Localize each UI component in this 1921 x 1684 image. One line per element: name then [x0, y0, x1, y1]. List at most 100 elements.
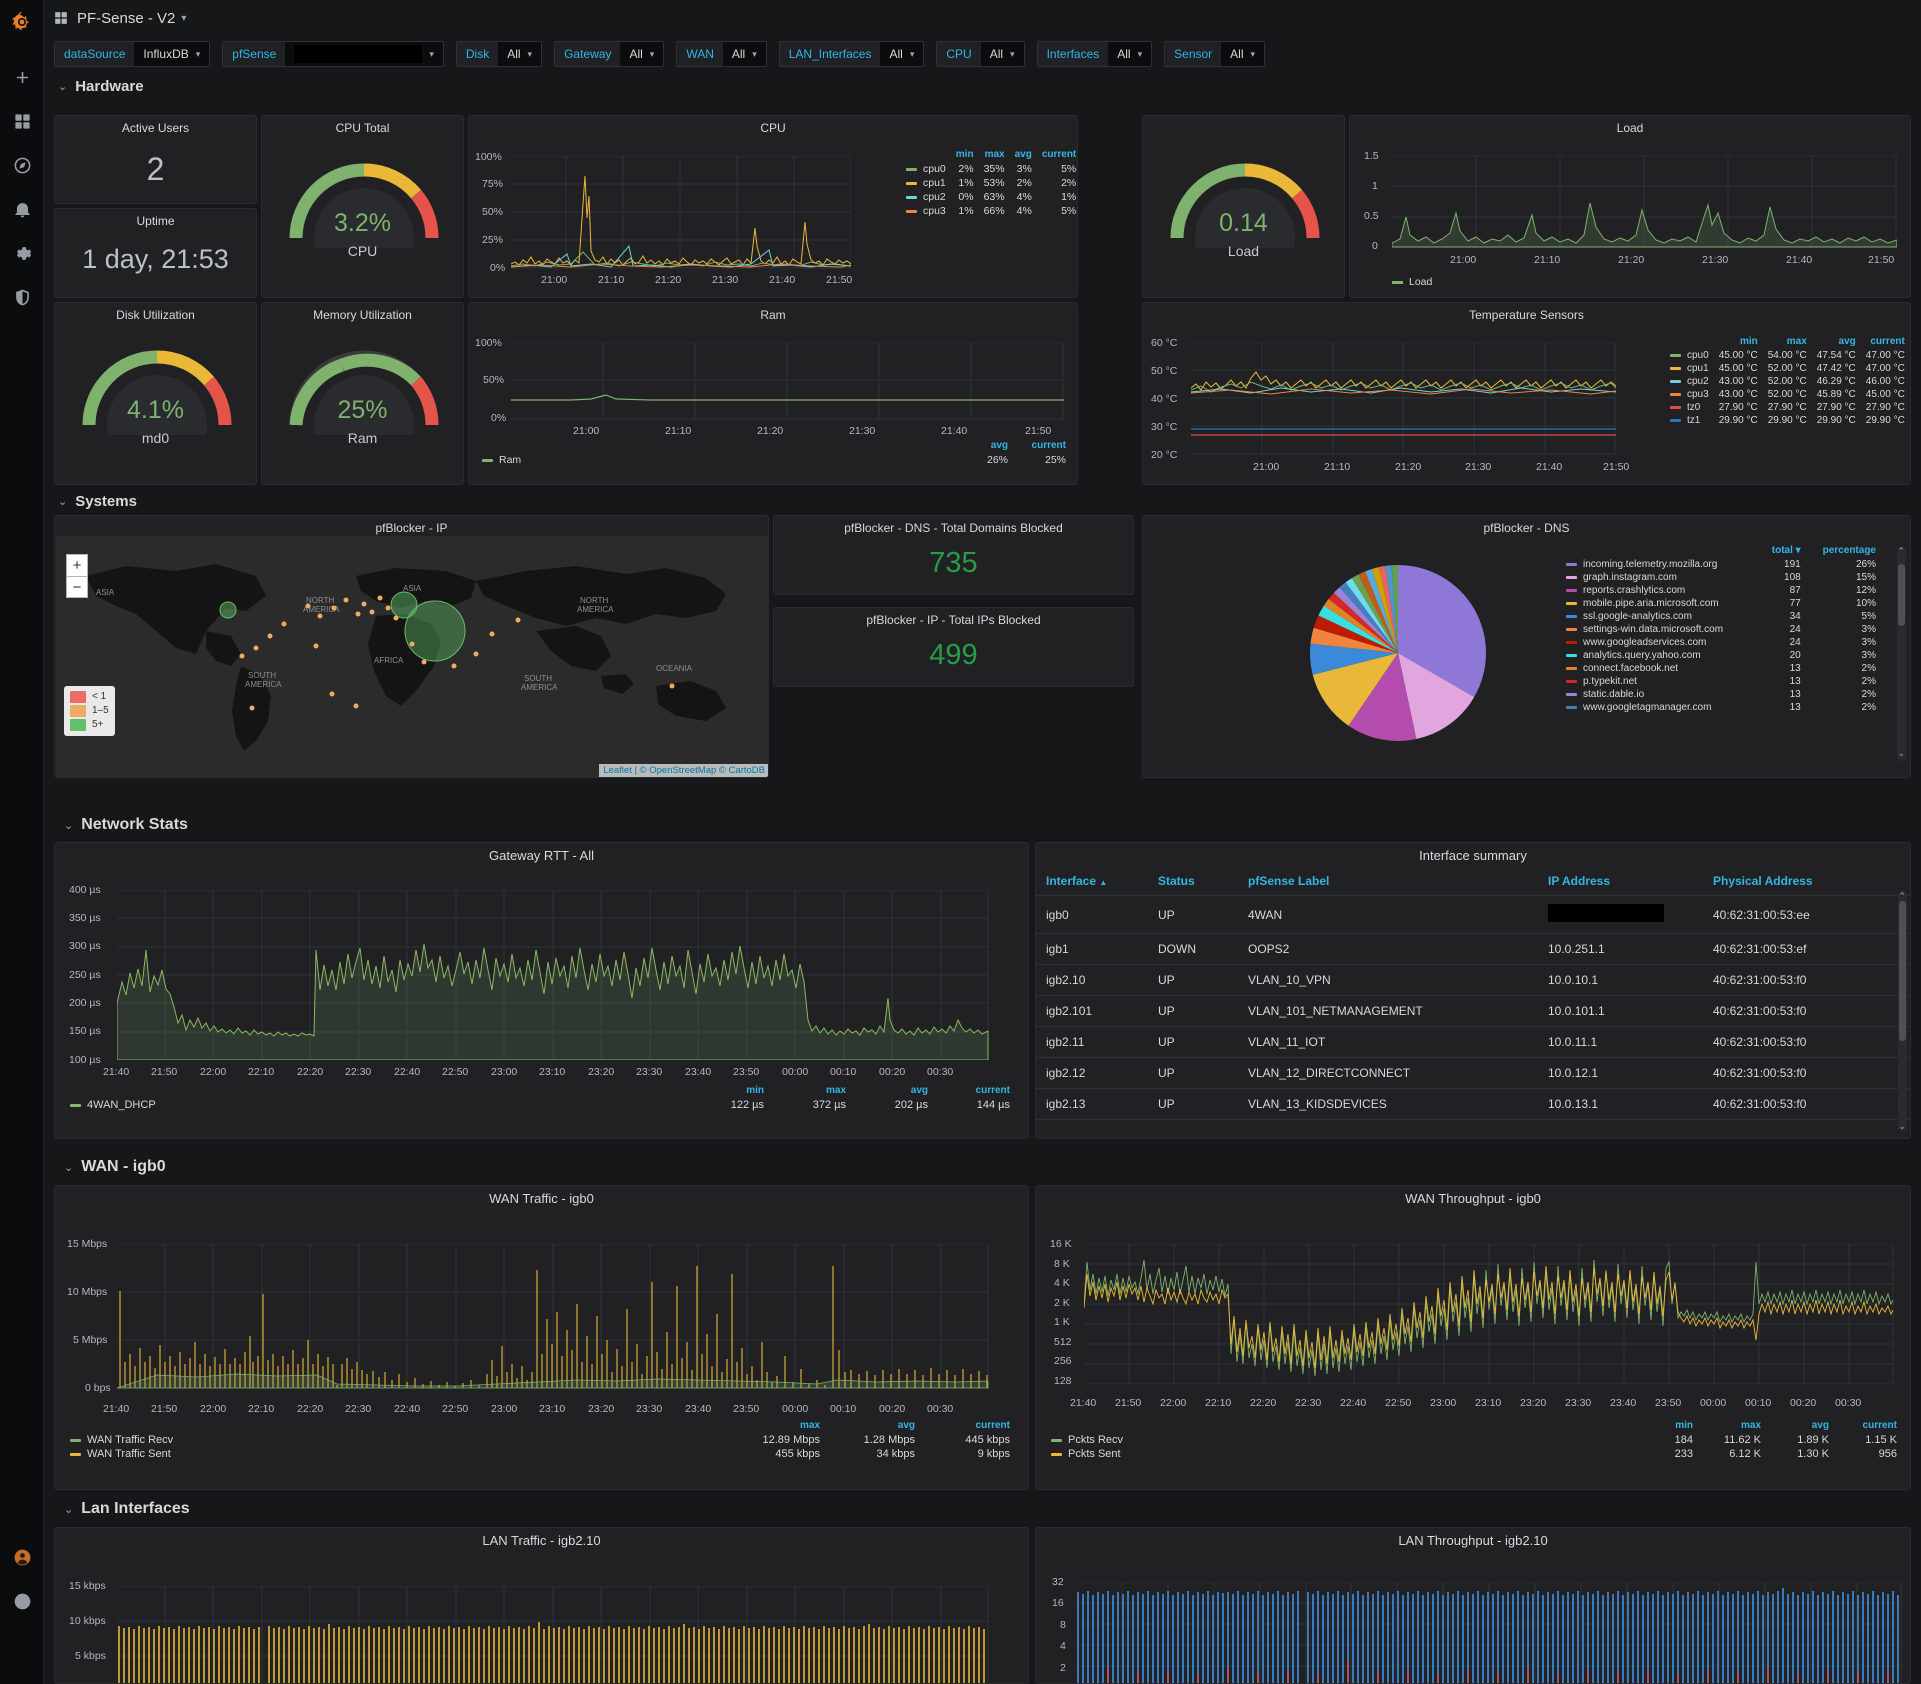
panel-lan-throughput[interactable]: LAN Throughput - igb2.10 32 16 8 4 2 1	[1035, 1527, 1911, 1684]
chevron-up-icon[interactable]: ⌃	[1898, 891, 1906, 901]
col-pfsense-label[interactable]: pfSense Label	[1238, 867, 1538, 896]
panel-pfblocker-ip-total[interactable]: pfBlocker - IP - Total IPs Blocked 499	[773, 607, 1134, 687]
col-interface[interactable]: Interface ▲	[1036, 867, 1148, 896]
legend-row[interactable]: connect.facebook.net 13 2%	[1561, 662, 1881, 675]
variable-value[interactable]: All ▾	[1221, 42, 1265, 66]
row-header-lan-interfaces[interactable]: ⌄ Lan Interfaces	[50, 1494, 190, 1522]
panel-cpu-total[interactable]: CPU Total 3.2% CPU	[261, 115, 464, 298]
variable-wan[interactable]: WAN All ▾	[676, 41, 767, 67]
legend-row[interactable]: Load	[1392, 276, 1432, 288]
variable-value[interactable]: All ▾	[980, 42, 1024, 66]
panel-active-users[interactable]: Active Users 2	[54, 115, 257, 204]
legend-row[interactable]: tz1 29.90 °C 29.90 °C 29.90 °C 29.90 °C	[1665, 414, 1910, 427]
legend-scrollbar[interactable]	[1897, 546, 1906, 761]
legend-row[interactable]: cpu0 45.00 °C 54.00 °C 47.54 °C 47.00 °C	[1665, 349, 1910, 362]
panel-temperature-sensors[interactable]: Temperature Sensors 60 °C 50 °C 40 °C 30…	[1142, 302, 1911, 485]
sidebar-item-explore[interactable]	[0, 146, 44, 190]
variable-value-redacted[interactable]: ▾	[285, 42, 443, 66]
chevron-up-icon[interactable]: ⌃	[1897, 546, 1905, 556]
variable-value[interactable]: All ▾	[880, 42, 924, 66]
row-header-wan[interactable]: ⌄ WAN - igb0	[50, 1152, 166, 1180]
sidebar-item-server-admin[interactable]	[0, 278, 44, 322]
panel-pfblocker-dns-total[interactable]: pfBlocker - DNS - Total Domains Blocked …	[773, 515, 1134, 595]
legend-row[interactable]: p.typekit.net 13 2%	[1561, 675, 1881, 688]
panel-memory-utilization[interactable]: Memory Utilization 25% Ram	[261, 302, 464, 485]
col-ip-address[interactable]: IP Address	[1538, 867, 1703, 896]
legend-row[interactable]: static.dable.io 13 2%	[1561, 688, 1881, 701]
table-row[interactable]: igb2.11 UP VLAN_11_IOT 10.0.11.1 40:62:3…	[1036, 1026, 1910, 1058]
row-header-network-stats[interactable]: ⌄ Network Stats	[50, 810, 188, 838]
legend-row[interactable]: Pckts Sent 233 6.12 K 1.30 K 956	[1046, 1447, 1902, 1461]
panel-load-graph[interactable]: Load 1.5 1 0.5 0 21:00 21:10 21:20 21:30…	[1349, 115, 1911, 298]
table-row[interactable]: igb2.10 UP VLAN_10_VPN 10.0.10.1 40:62:3…	[1036, 964, 1910, 996]
col-physical-address[interactable]: Physical Address	[1703, 867, 1910, 896]
map-zoom-in-button[interactable]: +	[66, 554, 88, 576]
legend-row[interactable]: tz0 27.90 °C 27.90 °C 27.90 °C 27.90 °C	[1665, 401, 1910, 414]
panel-pfblocker-ip-map[interactable]: pfBlocker - IP ASIA NORTH AMERICA	[54, 515, 769, 778]
variable-gateway[interactable]: Gateway All ▾	[554, 41, 665, 67]
legend-row[interactable]: reports.crashlytics.com 87 12%	[1561, 584, 1881, 597]
legend-row[interactable]: settings-win.data.microsoft.com 24 3%	[1561, 623, 1881, 636]
panel-interface-summary[interactable]: Interface summary Interface ▲ Status pfS…	[1035, 842, 1911, 1139]
variable-cpu[interactable]: CPU All ▾	[936, 41, 1025, 67]
panel-lan-traffic[interactable]: LAN Traffic - igb2.10 15 kbps 10 kbps 5 …	[54, 1527, 1029, 1684]
legend-row[interactable]: mobile.pipe.aria.microsoft.com 77 10%	[1561, 597, 1881, 610]
variable-pfsense[interactable]: pfSense ▾	[222, 41, 444, 67]
variable-value[interactable]: All ▾	[1108, 42, 1152, 66]
legend-row[interactable]: cpu3 1% 66% 4% 5%	[901, 204, 1081, 218]
table-row[interactable]: igb1 DOWN OOPS2 10.0.251.1 40:62:31:00:5…	[1036, 933, 1910, 965]
sidebar-item-configuration[interactable]	[0, 234, 44, 278]
panel-load-gauge[interactable]: 0.14 Load	[1142, 115, 1345, 298]
legend-row[interactable]: cpu2 0% 63% 4% 1%	[901, 190, 1081, 204]
legend-row[interactable]: cpu2 43.00 °C 52.00 °C 46.29 °C 46.00 °C	[1665, 375, 1910, 388]
row-header-hardware[interactable]: ⌄ Hardware	[44, 72, 1921, 99]
variable-value[interactable]: All ▾	[722, 42, 766, 66]
legend-row[interactable]: www.googleadservices.com 24 3%	[1561, 636, 1881, 649]
legend-row[interactable]: 4WAN_DHCP 122 µs 372 µs 202 µs 144 µs	[65, 1098, 1015, 1112]
legend-row[interactable]: cpu0 2% 35% 3% 5%	[901, 162, 1081, 176]
chevron-down-icon[interactable]: ⌄	[1897, 748, 1905, 758]
interface-summary-table[interactable]: Interface ▲ Status pfSense Label IP Addr…	[1036, 867, 1910, 1120]
legend-col-total[interactable]: total ▾	[1771, 545, 1801, 556]
legend-row[interactable]: ssl.google-analytics.com 34 5%	[1561, 610, 1881, 623]
panel-ram-graph[interactable]: Ram 100% 50% 0% 21:00 21:10 21:20 21:30 …	[468, 302, 1078, 485]
variable-datasource[interactable]: dataSource InfluxDB ▾	[54, 41, 211, 67]
variable-value[interactable]: InfluxDB ▾	[134, 42, 210, 66]
variable-value[interactable]: All ▾	[620, 42, 664, 66]
panel-disk-utilization[interactable]: Disk Utilization 4.1% md0	[54, 302, 257, 485]
legend-row[interactable]: Ram 26% 25%	[477, 453, 1071, 467]
col-status[interactable]: Status	[1148, 867, 1238, 896]
legend-row[interactable]: analytics.query.yahoo.com 20 3%	[1561, 649, 1881, 662]
legend-row[interactable]: graph.instagram.com 108 15%	[1561, 571, 1881, 584]
map-zoom-out-button[interactable]: −	[66, 576, 88, 598]
chevron-down-icon[interactable]: ⌄	[1898, 1121, 1906, 1131]
variable-lan-interfaces[interactable]: LAN_Interfaces All ▾	[778, 41, 925, 67]
legend-row[interactable]: WAN Traffic Sent 455 kbps 34 kbps 9 kbps	[65, 1447, 1015, 1461]
panel-wan-traffic[interactable]: WAN Traffic - igb0 15 Mbps 10 Mbps 5 Mbp…	[54, 1185, 1029, 1490]
panel-pfblocker-dns-pie[interactable]: pfBlocker - DNS	[1142, 515, 1911, 778]
grafana-logo-icon[interactable]	[0, 0, 44, 44]
table-row[interactable]: igb0 UP 4WAN 40:62:31:00:53:ee	[1036, 895, 1910, 934]
dashboard-dropdown-caret-icon[interactable]: ▾	[181, 12, 187, 24]
legend-row[interactable]: cpu1 1% 53% 2% 2%	[901, 176, 1081, 190]
sidebar-item-dashboards[interactable]	[0, 102, 44, 146]
sidebar-item-alerting[interactable]	[0, 190, 44, 234]
variable-disk[interactable]: Disk All ▾	[455, 41, 543, 67]
panel-cpu-graph[interactable]: CPU 100% 75% 50% 25% 0% 2	[468, 115, 1078, 298]
variable-value[interactable]: All ▾	[498, 42, 542, 66]
variable-sensor[interactable]: Sensor All ▾	[1164, 41, 1266, 67]
sidebar-item-profile[interactable]	[0, 1538, 44, 1582]
sidebar-item-create[interactable]	[0, 58, 44, 102]
sidebar-item-help[interactable]	[0, 1582, 44, 1626]
table-row[interactable]: igb2.101 UP VLAN_101_NETMANAGEMENT 10.0.…	[1036, 995, 1910, 1027]
row-header-systems[interactable]: ⌄ Systems	[44, 487, 137, 514]
legend-col-percentage[interactable]: percentage	[1822, 545, 1876, 556]
table-row[interactable]: igb2.13 UP VLAN_13_KIDSDEVICES 10.0.13.1…	[1036, 1088, 1910, 1120]
table-row[interactable]: igb2.12 UP VLAN_12_DIRECTCONNECT 10.0.12…	[1036, 1057, 1910, 1089]
page-title[interactable]: PF-Sense - V2	[77, 9, 176, 27]
world-map[interactable]: ASIA NORTH AMERICA SOUTH AMERICA AFRICA …	[56, 536, 768, 777]
legend-row[interactable]: cpu1 45.00 °C 52.00 °C 47.42 °C 47.00 °C	[1665, 362, 1910, 375]
legend-row[interactable]: incoming.telemetry.mozilla.org 191 26%	[1561, 558, 1881, 571]
legend-row[interactable]: cpu3 43.00 °C 52.00 °C 45.89 °C 45.00 °C	[1665, 388, 1910, 401]
map-attribution[interactable]: Leaflet | © OpenStreetMap © CartoDB	[599, 764, 768, 777]
